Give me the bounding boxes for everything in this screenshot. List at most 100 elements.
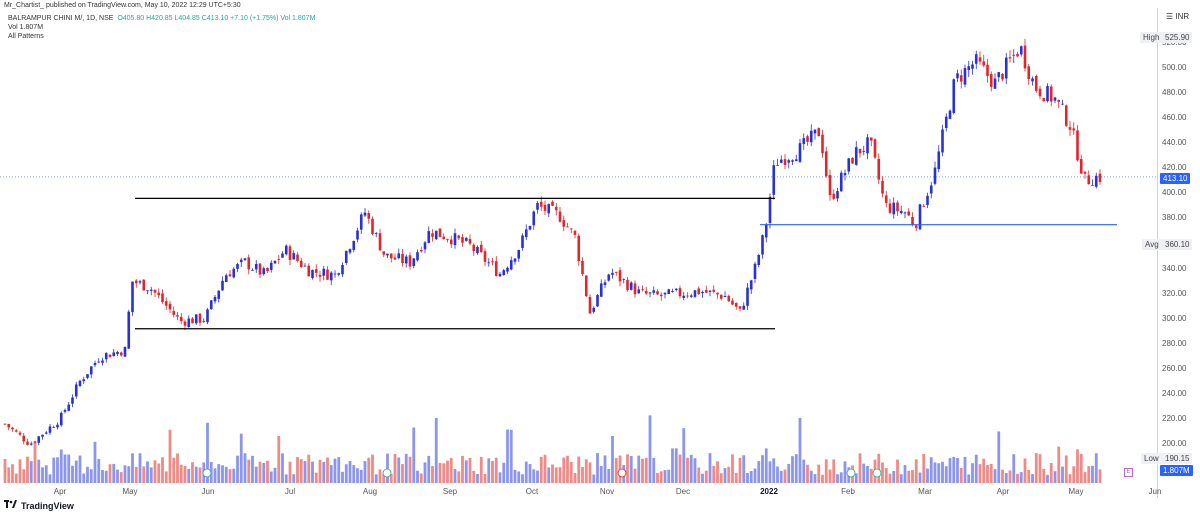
candle-body	[787, 160, 791, 163]
candle-body	[502, 270, 506, 276]
candle-body	[783, 159, 787, 166]
volume-bar	[607, 469, 611, 483]
footer-brand[interactable]: TradingView	[21, 500, 74, 511]
patterns-label[interactable]: All Patterns	[8, 33, 44, 40]
currency-label[interactable]: ☰ INR	[1166, 12, 1190, 21]
candle-body	[712, 289, 716, 292]
candle-body	[333, 273, 337, 275]
volume-bar	[832, 459, 836, 483]
candle-body	[213, 296, 217, 302]
volume-bar	[641, 458, 644, 483]
volume-bar	[431, 465, 434, 483]
candle-body	[164, 301, 168, 306]
volume-bar	[731, 454, 734, 483]
volume-bar	[288, 461, 292, 483]
price-tick-label: 480.00	[1162, 88, 1187, 98]
candle-body	[67, 404, 71, 411]
candle-body	[944, 116, 948, 128]
volume-bar	[524, 461, 528, 483]
volume-bar	[509, 429, 513, 483]
candle-body	[296, 254, 299, 261]
candle-body	[292, 253, 296, 260]
volume-bar	[727, 466, 731, 483]
candle-body	[108, 354, 112, 358]
candle-body	[78, 380, 82, 386]
candle-body	[832, 193, 836, 199]
candle-body	[734, 302, 738, 307]
candle-body	[656, 291, 659, 295]
volume-bar	[1064, 455, 1068, 483]
candle-body	[791, 160, 794, 162]
volume-bar	[217, 464, 221, 483]
candle-body	[1038, 88, 1042, 97]
volume-bar	[581, 466, 584, 483]
price-tick-label: 200.00	[1162, 439, 1187, 448]
symbol-line[interactable]: BALRAMPUR CHINI M/, 1D, NSE	[8, 15, 114, 22]
volume-bar	[772, 458, 776, 483]
volume-bar	[198, 467, 202, 483]
volume-bar	[629, 455, 633, 483]
candle-body	[877, 158, 881, 180]
price-tick-label: 500.00	[1162, 63, 1187, 73]
candle-body	[487, 262, 491, 264]
volume-bar	[971, 463, 974, 483]
candle-body	[547, 204, 551, 214]
volume-bar	[37, 459, 41, 483]
candle-body	[1053, 97, 1057, 101]
candle-body	[1057, 99, 1061, 102]
volume-bar	[352, 465, 356, 483]
candle-body	[56, 424, 59, 428]
candle-body	[427, 231, 431, 243]
candle-body	[37, 436, 41, 443]
candle-body	[18, 432, 22, 435]
time-tick-label: Nov	[599, 487, 615, 496]
volume-bar	[89, 469, 93, 483]
candle-body	[528, 225, 532, 230]
volume-bar	[862, 463, 866, 483]
candle-body	[104, 353, 108, 360]
candle-body	[731, 300, 734, 305]
volume-bar	[112, 463, 116, 483]
volume-bar	[273, 467, 277, 483]
volume-bar	[378, 469, 382, 483]
candle-body	[449, 239, 453, 245]
candle-body	[693, 290, 697, 297]
volume-bar	[18, 459, 22, 483]
candle-body	[641, 289, 644, 291]
volume-bar	[569, 462, 573, 483]
earnings-marker-icon[interactable]: E	[1124, 468, 1133, 477]
volume-bar	[232, 468, 236, 483]
volume-bar	[41, 467, 44, 483]
candle-body	[461, 237, 464, 243]
volume-bar	[547, 467, 551, 483]
volume-bar	[1061, 466, 1064, 483]
volume-bar	[386, 453, 389, 483]
candle-body	[63, 410, 67, 412]
candle-body	[704, 289, 708, 293]
volume-bar	[434, 417, 438, 483]
candle-body	[652, 290, 656, 293]
candle-body	[881, 180, 884, 194]
volume-bar	[1072, 466, 1076, 483]
volume-bar	[464, 460, 468, 483]
volume-bar	[3, 458, 7, 483]
volume-bar	[71, 465, 74, 483]
volume-bar	[1083, 472, 1087, 483]
volume-bar	[933, 462, 937, 483]
candle-body	[899, 210, 903, 213]
volume-bar	[869, 468, 873, 483]
candle-body	[457, 235, 461, 239]
volume-bar	[243, 453, 247, 483]
volume-bar	[164, 471, 168, 483]
volume-bar	[149, 467, 153, 483]
candle-body	[127, 311, 131, 349]
candle-body	[941, 129, 944, 153]
candle-body	[671, 291, 674, 292]
candle-body	[517, 250, 521, 259]
candle-body	[157, 292, 161, 296]
candle-body	[543, 204, 547, 211]
candle-body	[843, 173, 847, 176]
volume-bar	[652, 457, 656, 483]
candle-body	[1004, 57, 1008, 79]
